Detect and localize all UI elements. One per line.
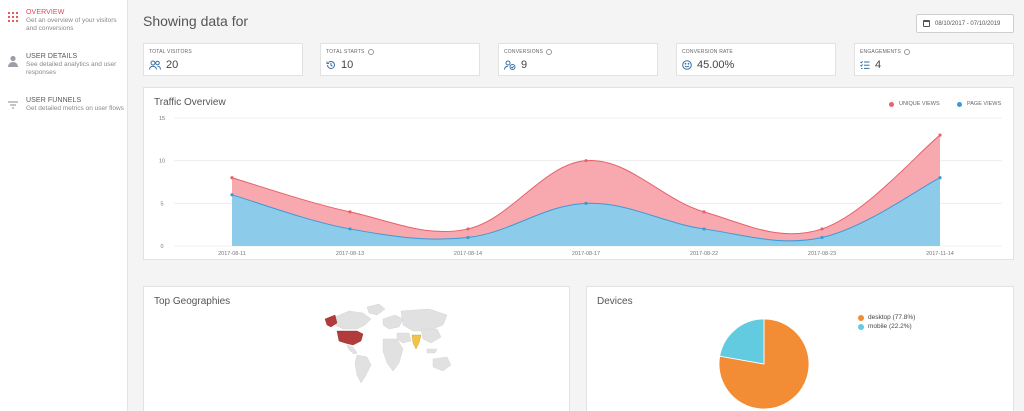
user-check-icon <box>504 60 516 70</box>
x-tick-label: 2017-11-14 <box>926 251 954 257</box>
stat-label: TOTAL STARTS <box>326 49 365 55</box>
info-icon[interactable] <box>546 49 553 55</box>
data-point <box>348 210 352 214</box>
x-tick-label: 2017-08-22 <box>690 251 718 257</box>
y-tick-label: 15 <box>159 116 165 122</box>
legend-dot <box>858 314 864 321</box>
data-point <box>820 235 824 240</box>
stat-card-total-visitors: TOTAL VISITORS 20 <box>143 43 303 76</box>
card-title: Traffic Overview <box>154 97 226 108</box>
stat-value: 10 <box>341 59 354 71</box>
legend-desktop[interactable]: desktop (77.8%) <box>858 314 915 321</box>
page-title: Showing data for <box>143 13 249 29</box>
world-map <box>324 303 452 384</box>
info-icon[interactable] <box>367 49 374 55</box>
sidebar-item-desc: Get an overview of your visitors and con… <box>26 17 117 32</box>
stat-value: 4 <box>875 59 882 71</box>
legend-label: mobile (22.2%) <box>868 323 912 330</box>
info-icon[interactable] <box>904 49 911 55</box>
legend-label: UNIQUE VIEWS <box>899 101 940 107</box>
user-icon <box>8 55 18 67</box>
x-tick-label: 2017-08-11 <box>218 251 246 257</box>
x-tick-label: 2017-08-17 <box>572 251 600 257</box>
stat-card-engagements: ENGAGEMENTS 4 <box>854 43 1014 76</box>
legend-label: desktop (77.8%) <box>868 314 916 321</box>
y-tick-label: 10 <box>159 159 165 165</box>
x-tick-label: 2017-08-23 <box>808 251 836 257</box>
x-tick-label: 2017-08-13 <box>336 251 364 257</box>
data-point <box>230 176 234 180</box>
stat-value: 45.00% <box>697 59 735 71</box>
series-area-1 <box>232 177 940 246</box>
data-point <box>584 201 588 205</box>
card-title: Top Geographies <box>154 296 231 307</box>
stat-card-conversions: CONVERSIONS 9 <box>498 43 658 76</box>
x-tick-label: 2017-08-14 <box>454 251 482 257</box>
data-point <box>820 227 824 231</box>
top-geographies-card: Top Geographies <box>143 286 570 411</box>
sidebar-item-label: OVERVIEW <box>26 9 65 16</box>
sidebar-item-user-details[interactable]: USER DETAILS See detailed analytics and … <box>6 53 124 77</box>
stat-value: 9 <box>521 59 528 71</box>
traffic-chart: 0 5 10 15 2017-08-11 2017-08-13 2017-08-14 2017… <box>159 116 1002 257</box>
data-point <box>702 227 706 231</box>
date-range-picker[interactable]: 08/10/2017 - 07/10/2019 <box>916 14 1014 33</box>
sidebar-item-label: USER FUNNELS <box>26 97 82 104</box>
data-point <box>466 235 470 240</box>
traffic-overview-card: Traffic Overview UNIQUE VIEWS PAGE VIEWS… <box>143 87 1014 260</box>
users-icon <box>149 60 161 70</box>
sidebar-item-user-funnels[interactable]: USER FUNNELS Get detailed metrics on use… <box>6 97 124 113</box>
sidebar-item-label: USER DETAILS <box>26 53 78 60</box>
sidebar-item-overview[interactable]: OVERVIEW Get an overview of your visitor… <box>6 9 124 33</box>
stat-card-total-starts: TOTAL STARTS 10 <box>320 43 480 76</box>
sidebar-item-desc: See detailed analytics and user response… <box>26 61 117 76</box>
data-point <box>938 133 942 137</box>
data-point <box>938 176 942 180</box>
smile-icon <box>682 60 692 70</box>
legend-dot <box>889 101 894 107</box>
pie-legend: desktop (77.8%) mobile (22.2%) <box>858 314 915 332</box>
grid-dots-icon <box>7 11 19 23</box>
card-title: Devices <box>597 296 633 307</box>
devices-pie-chart <box>718 318 810 410</box>
legend-unique-views[interactable]: UNIQUE VIEWS <box>889 101 940 107</box>
legend-label: PAGE VIEWS <box>967 101 1002 107</box>
list-check-icon <box>860 60 870 69</box>
history-icon <box>326 60 335 69</box>
stat-card-conversion-rate: CONVERSION RATE 45.00% <box>676 43 836 76</box>
y-tick-label: 0 <box>160 244 163 250</box>
data-point <box>230 193 234 197</box>
map-region-alaska[interactable] <box>324 314 338 328</box>
stat-label: TOTAL VISITORS <box>149 49 192 55</box>
data-point <box>584 159 588 163</box>
legend-dot <box>858 323 864 330</box>
data-point <box>466 227 470 231</box>
sidebar-item-desc: Get detailed metrics on user flows <box>26 105 124 112</box>
map-region-usa[interactable] <box>336 330 364 346</box>
funnel-icon <box>8 101 18 109</box>
pie-slice-1[interactable] <box>719 318 765 365</box>
main-content: Showing data for 08/10/2017 - 07/10/2019… <box>128 0 1024 411</box>
calendar-icon <box>923 20 930 27</box>
devices-card: Devices desktop (77.8%) mobile (22.2%) <box>586 286 1014 411</box>
data-point <box>348 227 352 231</box>
legend-page-views[interactable]: PAGE VIEWS <box>957 101 1001 107</box>
map-region-india[interactable] <box>411 334 422 350</box>
stat-value: 20 <box>166 59 179 71</box>
stat-label: CONVERSIONS <box>504 49 544 55</box>
date-range-text: 08/10/2017 - 07/10/2019 <box>935 20 1001 27</box>
legend-dot <box>957 101 962 107</box>
sidebar: OVERVIEW Get an overview of your visitor… <box>0 0 128 411</box>
stat-label: ENGAGEMENTS <box>860 49 902 55</box>
y-tick-label: 5 <box>160 201 163 207</box>
data-point <box>702 210 706 214</box>
series-area-0 <box>232 135 940 246</box>
legend-mobile[interactable]: mobile (22.2%) <box>858 323 915 330</box>
stat-label: CONVERSION RATE <box>682 49 733 55</box>
